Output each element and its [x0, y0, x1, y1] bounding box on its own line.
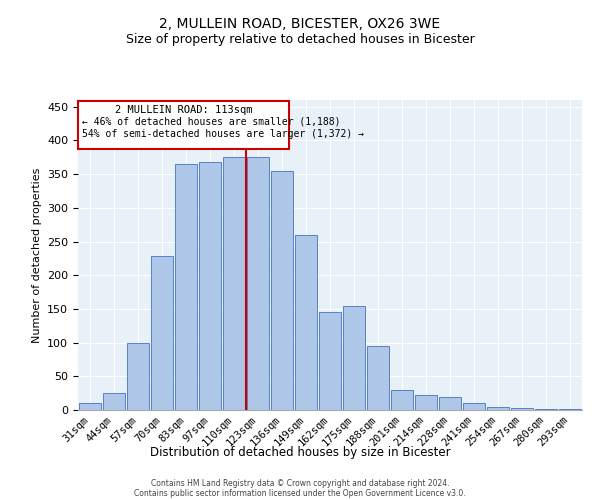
Bar — [463, 404, 485, 410]
Text: Contains public sector information licensed under the Open Government Licence v3: Contains public sector information licen… — [134, 490, 466, 498]
FancyBboxPatch shape — [78, 102, 289, 148]
Bar — [511, 408, 533, 410]
Bar — [127, 342, 149, 410]
Bar — [391, 390, 413, 410]
Bar — [487, 406, 509, 410]
Bar — [199, 162, 221, 410]
Bar — [223, 158, 245, 410]
Bar — [271, 171, 293, 410]
Text: 2, MULLEIN ROAD, BICESTER, OX26 3WE: 2, MULLEIN ROAD, BICESTER, OX26 3WE — [160, 18, 440, 32]
Text: 54% of semi-detached houses are larger (1,372) →: 54% of semi-detached houses are larger (… — [82, 128, 364, 138]
Bar — [415, 395, 437, 410]
Text: 2 MULLEIN ROAD: 113sqm: 2 MULLEIN ROAD: 113sqm — [115, 105, 253, 115]
Text: Distribution of detached houses by size in Bicester: Distribution of detached houses by size … — [149, 446, 451, 459]
Text: ← 46% of detached houses are smaller (1,188): ← 46% of detached houses are smaller (1,… — [82, 116, 340, 126]
Bar — [439, 396, 461, 410]
Bar — [535, 408, 557, 410]
Bar — [79, 404, 101, 410]
Y-axis label: Number of detached properties: Number of detached properties — [32, 168, 41, 342]
Bar — [151, 256, 173, 410]
Bar — [175, 164, 197, 410]
Bar — [103, 393, 125, 410]
Bar — [343, 306, 365, 410]
Bar — [295, 235, 317, 410]
Text: Contains HM Land Registry data © Crown copyright and database right 2024.: Contains HM Land Registry data © Crown c… — [151, 480, 449, 488]
Bar — [319, 312, 341, 410]
Bar — [247, 158, 269, 410]
Bar — [367, 346, 389, 410]
Text: Size of property relative to detached houses in Bicester: Size of property relative to detached ho… — [125, 32, 475, 46]
